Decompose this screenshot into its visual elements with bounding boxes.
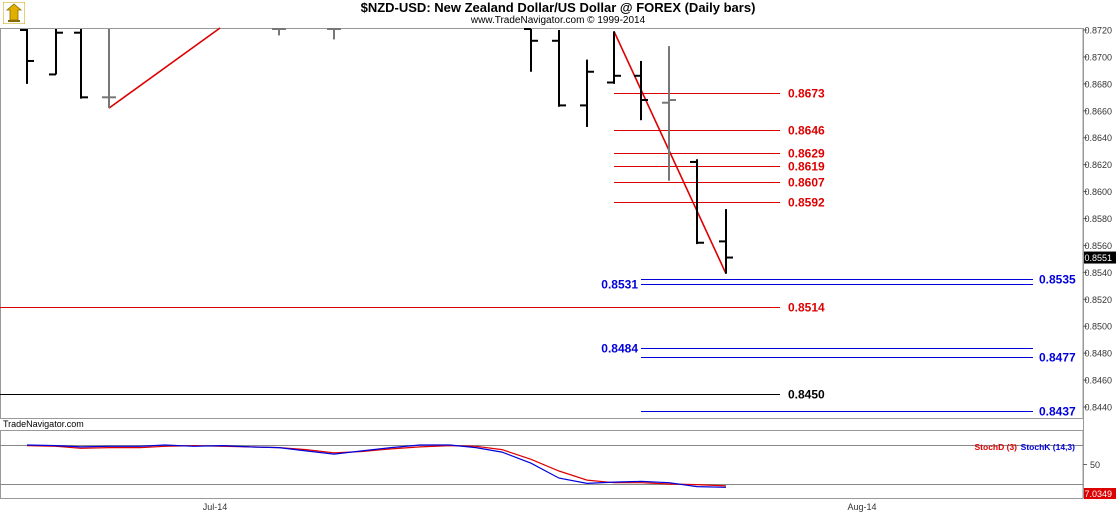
stochastic-panel: TradeNavigator.com StochD (3) StochK (14,3…	[0, 419, 1084, 499]
price-tick-label: 0.8620	[1084, 160, 1112, 170]
level-label: 0.8646	[788, 124, 825, 138]
stochastic-tick-label: 50	[1090, 460, 1100, 470]
trade-navigator-logo-icon	[3, 2, 25, 24]
level-label: 0.8514	[788, 301, 825, 315]
chart-header: $NZD-USD: New Zealand Dollar/US Dollar @…	[0, 0, 1116, 28]
stochastic-last-value-label: 7.0349	[1084, 489, 1112, 499]
ohlc-bar	[102, 29, 116, 109]
stochastic-panel-title: TradeNavigator.com	[3, 419, 84, 429]
level-label: 0.8531	[601, 278, 638, 292]
legend-stochd: StochD (3)	[975, 442, 1018, 452]
price-axis: 0.8720 0.8700 0.8680 0.8660 0.8640 0.8620 0.86…	[1083, 26, 1116, 498]
ohlc-bar	[20, 29, 34, 84]
price-tick-label: 0.8520	[1084, 295, 1112, 305]
level-label: 0.8437	[1039, 405, 1076, 419]
ohlc-bar	[690, 159, 704, 245]
level-label: 0.8673	[788, 87, 825, 101]
level-label: 0.8607	[788, 176, 825, 190]
price-tick-label: 0.8720	[1084, 26, 1112, 36]
legend-stochk: StochK (14,3)	[1021, 442, 1075, 452]
stochastic-panel-frame	[0, 430, 1084, 499]
price-tick-label: 0.8460	[1084, 376, 1112, 386]
ohlc-bar	[662, 46, 676, 181]
stochastic-series-line	[26, 444, 727, 487]
ohlc-bar	[49, 29, 63, 76]
price-tick-label: 0.8640	[1084, 133, 1112, 143]
level-label: 0.8477	[1039, 351, 1076, 365]
ohlc-bar	[634, 60, 648, 121]
ohlc-bar	[524, 28, 538, 72]
level-label: 0.8450	[788, 388, 825, 402]
price-tick-label: 0.8560	[1084, 241, 1112, 251]
ohlc-bar	[74, 29, 88, 99]
last-price-label: 0.8551	[1084, 253, 1112, 263]
ohlc-bar	[580, 59, 594, 127]
level-label: 0.8619	[788, 160, 825, 174]
price-panel-frame	[0, 28, 1084, 419]
stochastic-last-value-box	[1084, 488, 1116, 499]
price-tick-label: 0.8600	[1084, 187, 1112, 197]
ohlc-bar	[327, 28, 341, 40]
chart-title: $NZD-USD: New Zealand Dollar/US Dollar @…	[360, 0, 756, 15]
price-tick-label: 0.8540	[1084, 268, 1112, 278]
level-label: 0.8629	[788, 147, 825, 161]
chart-subtitle: www.TradeNavigator.com © 1999-2014	[470, 15, 646, 26]
level-label: 0.8535	[1039, 273, 1076, 287]
last-price-box	[1084, 251, 1116, 264]
ohlc-bar	[272, 28, 286, 36]
price-tick-label: 0.8680	[1084, 79, 1112, 89]
level-label: 0.8484	[601, 342, 638, 356]
stochastic-series-line	[26, 444, 727, 488]
price-tick-label: 0.8440	[1084, 403, 1112, 413]
ohlc-bar	[607, 31, 621, 84]
price-tick-label: 0.8700	[1084, 52, 1112, 62]
date-tick-label: Jul-14	[203, 502, 228, 512]
price-tick-label: 0.8580	[1084, 214, 1112, 224]
ohlc-bar	[552, 30, 566, 107]
price-tick-label: 0.8500	[1084, 322, 1112, 332]
price-tick-label: 0.8660	[1084, 106, 1112, 116]
date-axis: Jul-14 Aug-14	[203, 502, 877, 512]
level-label: 0.8592	[788, 196, 825, 210]
trend-line	[108, 27, 221, 109]
stochastic-axis: 50 7.0349	[1083, 460, 1116, 499]
ohlc-bar	[719, 209, 733, 274]
date-tick-label: Aug-14	[847, 502, 876, 512]
price-tick-label: 0.8480	[1084, 349, 1112, 359]
